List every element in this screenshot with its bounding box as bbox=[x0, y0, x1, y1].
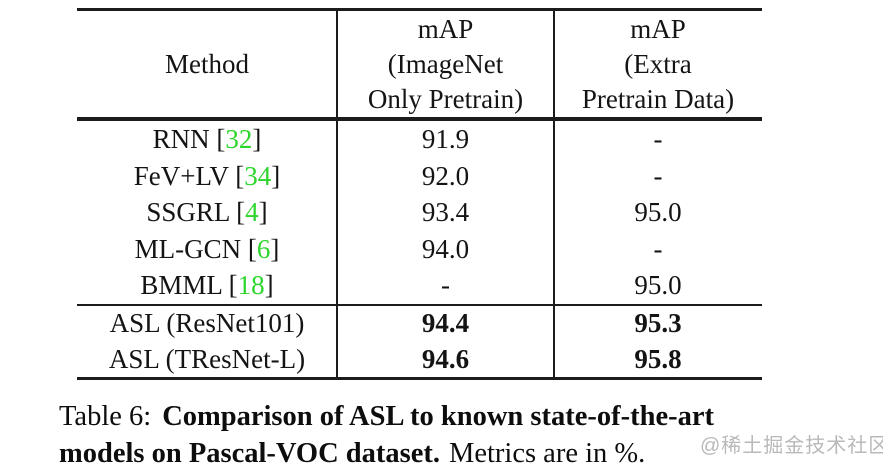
table-header-row: Method mAP (ImageNet Only Pretrain) mAP … bbox=[77, 11, 762, 117]
header-line: mAP bbox=[417, 13, 474, 44]
asl-section-rule bbox=[77, 303, 762, 306]
citation-number: 32 bbox=[225, 124, 253, 154]
citation-number: 4 bbox=[245, 197, 259, 227]
map-extra-cell: - bbox=[653, 124, 663, 154]
table-row: RNN [32] 91.9 - bbox=[77, 121, 762, 158]
header-line: Only Pretrain) bbox=[367, 83, 524, 114]
map-imagenet-cell: 92.0 bbox=[421, 160, 470, 191]
method-cell: RNN [32] bbox=[152, 124, 262, 154]
citation-number: 18 bbox=[237, 270, 265, 300]
map-imagenet-cell: 94.6 bbox=[421, 343, 470, 374]
column-divider-1 bbox=[336, 11, 338, 377]
map-extra-cell: 95.0 bbox=[634, 270, 682, 300]
map-extra-cell: - bbox=[653, 233, 663, 264]
header-map-imagenet: mAP (ImageNet Only Pretrain) bbox=[337, 12, 554, 117]
map-imagenet-cell: 94.4 bbox=[421, 308, 470, 338]
caption-suffix: Metrics are in %. bbox=[449, 438, 646, 469]
table-row: ASL (TResNet-L) 94.6 95.8 bbox=[77, 342, 762, 378]
table-row: FeV+LV [34] 92.0 - bbox=[77, 158, 762, 195]
map-extra-cell: 95.8 bbox=[634, 343, 682, 374]
header-double-rule bbox=[77, 117, 762, 121]
table-caption: Table 6: Comparison of ASL to known state… bbox=[59, 398, 799, 472]
table-row: ASL (ResNet101) 94.4 95.3 bbox=[77, 306, 762, 342]
method-cell: BMML [18] bbox=[140, 270, 274, 300]
method-cell: SSGRL [4] bbox=[146, 197, 268, 227]
table-row: BMML [18] - 95.0 bbox=[77, 267, 762, 304]
citation-number: 6 bbox=[256, 233, 271, 264]
method-cell: ASL (ResNet101) bbox=[109, 308, 305, 338]
method-cell: ML-GCN [6] bbox=[134, 233, 280, 264]
header-line: (Extra bbox=[624, 48, 692, 79]
header-line: Pretrain Data) bbox=[581, 83, 735, 114]
method-cell: FeV+LV [34] bbox=[133, 160, 281, 191]
header-line: (ImageNet bbox=[387, 48, 504, 79]
header-method: Method bbox=[165, 48, 249, 79]
watermark: @稀土掘金技术社区 bbox=[700, 435, 883, 457]
caption-line2: models on Pascal-VOC dataset. Metrics are… bbox=[59, 438, 645, 469]
map-imagenet-cell: 93.4 bbox=[421, 197, 470, 227]
map-extra-cell: 95.3 bbox=[634, 308, 682, 338]
caption-prefix: Table 6: bbox=[59, 401, 152, 432]
map-imagenet-cell: 91.9 bbox=[421, 124, 470, 154]
method-cell: ASL (TResNet-L) bbox=[108, 343, 306, 374]
map-imagenet-cell: - bbox=[441, 270, 450, 300]
citation-number: 34 bbox=[244, 160, 272, 191]
caption-bold-line2: models on Pascal-VOC dataset. bbox=[59, 438, 440, 469]
table-row: ML-GCN [6] 94.0 - bbox=[77, 231, 762, 268]
caption-bold-line1: Comparison of ASL to known state-of-the-… bbox=[162, 401, 714, 432]
map-extra-cell: - bbox=[653, 160, 663, 191]
map-extra-cell: 95.0 bbox=[634, 197, 682, 227]
results-table: Method mAP (ImageNet Only Pretrain) mAP … bbox=[77, 8, 762, 380]
column-divider-2 bbox=[553, 11, 555, 377]
table-row: SSGRL [4] 93.4 95.0 bbox=[77, 194, 762, 231]
header-line: mAP bbox=[630, 13, 686, 44]
map-imagenet-cell: 94.0 bbox=[421, 233, 470, 264]
header-map-extra: mAP (Extra Pretrain Data) bbox=[554, 12, 762, 117]
